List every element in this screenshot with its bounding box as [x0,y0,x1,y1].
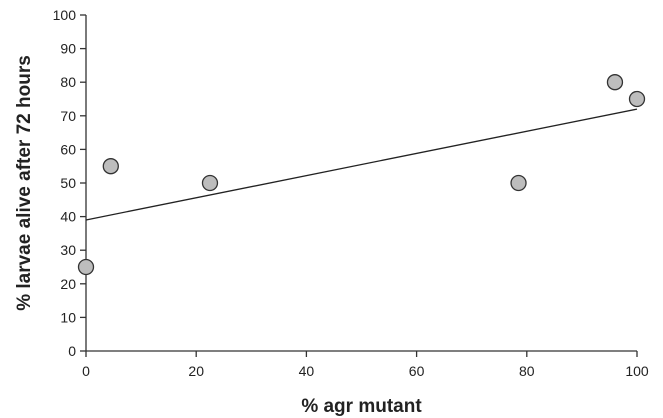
data-point [606,74,624,91]
y-tick-label: 80 [60,74,76,90]
y-axis-ticks: 0 10 20 30 40 50 60 70 80 90 100 [53,7,86,359]
y-tick-label: 20 [60,276,76,292]
y-tick-label: 10 [60,309,76,325]
y-tick-label: 100 [53,7,77,23]
data-point [201,174,219,192]
x-tick-label: 60 [409,363,425,379]
data-points [77,74,646,276]
x-tick-label: 40 [299,363,315,379]
x-tick-label: 100 [625,363,649,379]
data-point [628,90,646,108]
y-tick-label: 30 [60,242,76,258]
x-tick-label: 80 [519,363,535,379]
y-axis-title: % larvae alive after 72 hours [14,55,35,311]
y-tick-label: 90 [60,41,76,57]
y-tick-label: 70 [60,108,76,124]
data-point [510,174,527,192]
data-point [77,258,95,276]
y-tick-label: 60 [60,141,76,157]
trend-line [85,108,638,221]
x-tick-label: 0 [82,363,90,379]
x-axis-ticks: 0 20 40 60 80 100 [82,351,649,379]
y-tick-label: 0 [68,343,76,359]
x-tick-label: 20 [188,363,204,379]
x-axis-title: % agr mutant [301,396,422,417]
data-point [102,158,119,175]
y-tick-label: 40 [60,209,76,225]
y-tick-label: 50 [60,175,76,191]
